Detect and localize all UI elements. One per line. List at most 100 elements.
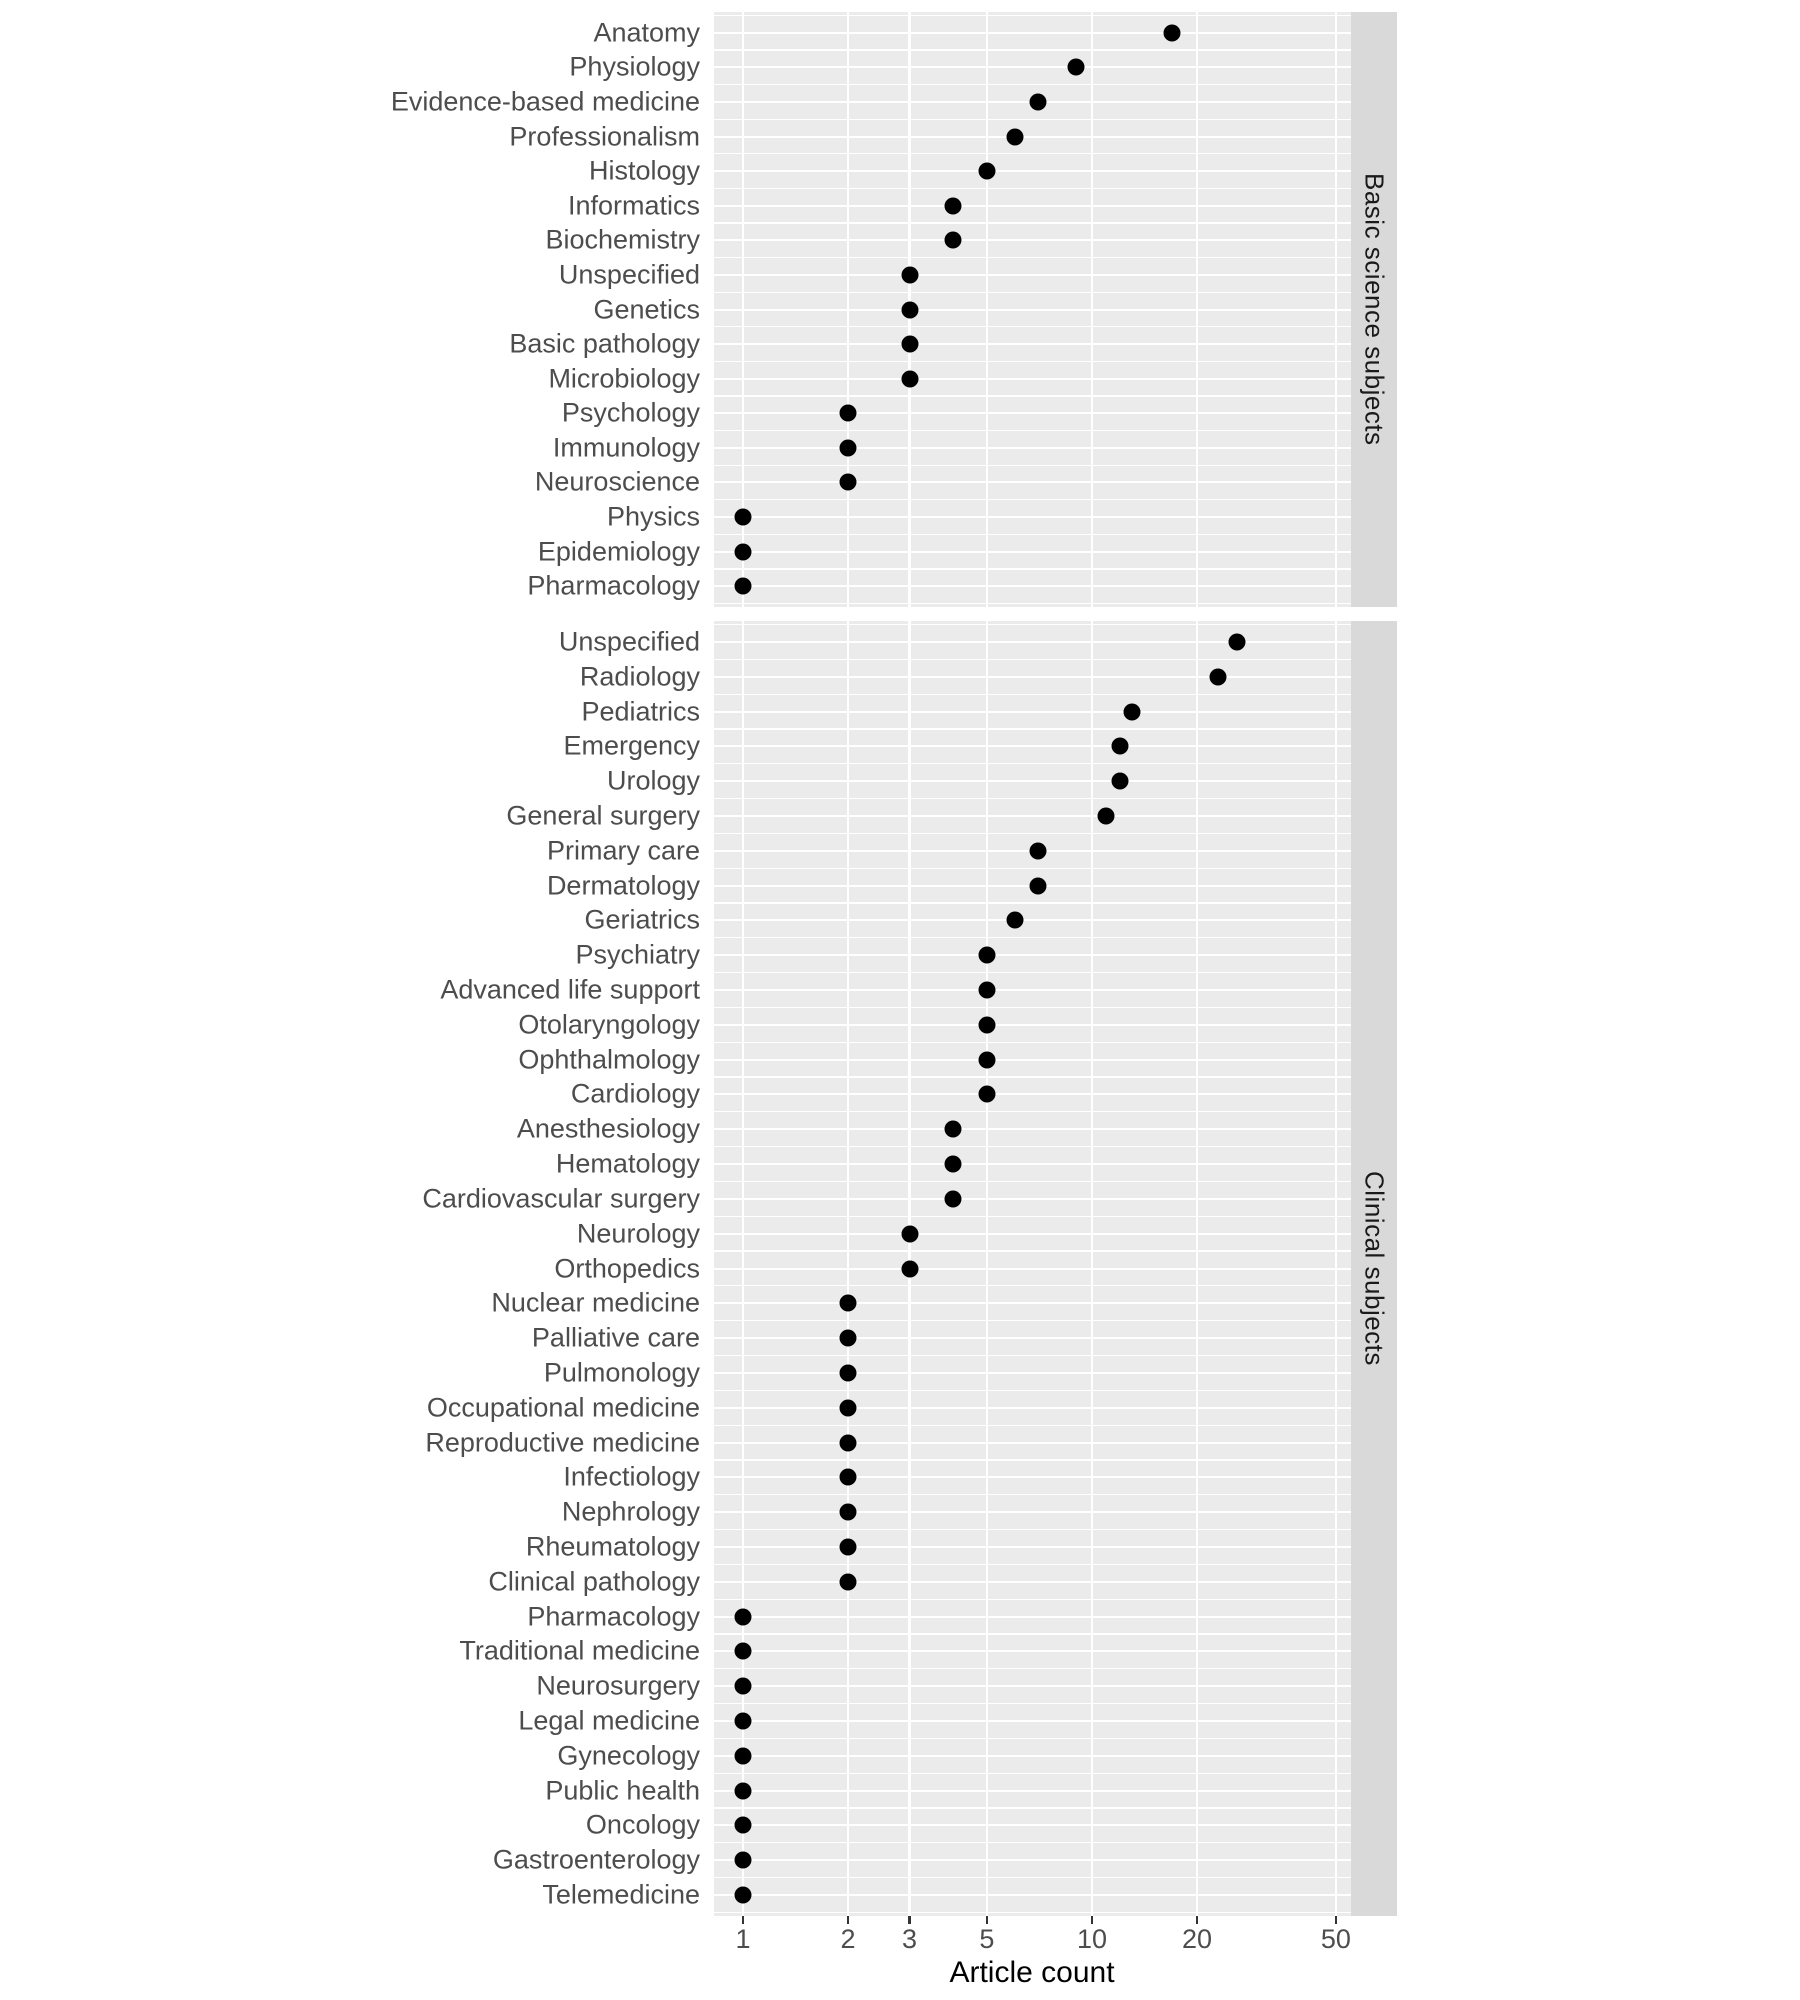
horizontal-gridline bbox=[714, 1128, 1351, 1131]
category-label: Informatics bbox=[567, 190, 700, 221]
category-label: Ophthalmology bbox=[518, 1044, 700, 1075]
data-point bbox=[1006, 911, 1024, 929]
horizontal-minor-gridline bbox=[714, 602, 1351, 605]
horizontal-gridline bbox=[714, 1267, 1351, 1270]
data-point bbox=[978, 981, 996, 999]
horizontal-minor-gridline bbox=[714, 1041, 1351, 1043]
category-label: Neurosurgery bbox=[536, 1670, 700, 1701]
data-point bbox=[839, 1434, 857, 1452]
horizontal-gridline bbox=[714, 1580, 1351, 1583]
horizontal-gridline bbox=[714, 446, 1351, 449]
category-label: Clinical pathology bbox=[488, 1566, 700, 1597]
data-point bbox=[944, 197, 962, 215]
data-point bbox=[839, 1468, 857, 1486]
x-axis-tick-label: 2 bbox=[840, 1924, 856, 1954]
horizontal-gridline bbox=[714, 1302, 1351, 1305]
category-label: Pharmacology bbox=[527, 1601, 700, 1632]
data-point bbox=[1163, 24, 1181, 42]
facet-strip-label: Basic science subjects bbox=[1359, 173, 1390, 446]
category-label: Orthopedics bbox=[554, 1253, 700, 1283]
horizontal-gridline bbox=[714, 135, 1351, 138]
category-label: Gastroenterology bbox=[492, 1844, 700, 1875]
horizontal-minor-gridline bbox=[714, 1528, 1351, 1531]
category-label: Psychiatry bbox=[575, 939, 700, 970]
horizontal-minor-gridline bbox=[714, 1424, 1351, 1426]
category-label: Geriatrics bbox=[584, 904, 700, 935]
x-axis-tick-label: 1 bbox=[735, 1924, 751, 1954]
horizontal-minor-gridline bbox=[714, 1111, 1351, 1113]
horizontal-minor-gridline bbox=[714, 395, 1351, 397]
category-label: Infectiology bbox=[563, 1461, 700, 1492]
horizontal-minor-gridline bbox=[714, 1807, 1351, 1809]
category-label: Epidemiology bbox=[537, 536, 700, 567]
horizontal-gridline bbox=[714, 308, 1351, 311]
horizontal-minor-gridline bbox=[714, 360, 1351, 362]
horizontal-minor-gridline bbox=[714, 1563, 1351, 1565]
horizontal-gridline bbox=[714, 170, 1351, 173]
horizontal-minor-gridline bbox=[714, 867, 1351, 869]
data-point bbox=[734, 1851, 752, 1869]
category-label: Anesthesiology bbox=[516, 1113, 700, 1144]
category-label: Immunology bbox=[552, 432, 700, 463]
horizontal-minor-gridline bbox=[714, 568, 1351, 570]
horizontal-gridline bbox=[714, 1859, 1351, 1862]
data-point bbox=[734, 1886, 752, 1904]
horizontal-minor-gridline bbox=[714, 291, 1351, 293]
x-axis-tick-label: 10 bbox=[1076, 1924, 1108, 1954]
data-point bbox=[901, 266, 918, 284]
horizontal-gridline bbox=[714, 273, 1351, 276]
category-label: Palliative care bbox=[531, 1322, 700, 1353]
category-label: Radiology bbox=[579, 661, 700, 692]
data-point bbox=[734, 1608, 752, 1626]
category-label: Pulmonology bbox=[543, 1357, 700, 1388]
category-label: Dermatology bbox=[546, 870, 700, 901]
horizontal-gridline bbox=[714, 1824, 1351, 1827]
data-point bbox=[839, 1294, 857, 1312]
data-point bbox=[978, 162, 996, 180]
horizontal-minor-gridline bbox=[714, 1250, 1351, 1252]
data-point bbox=[1209, 668, 1227, 686]
data-point bbox=[1228, 633, 1246, 651]
category-label: Nuclear medicine bbox=[491, 1287, 700, 1318]
horizontal-gridline bbox=[714, 1650, 1351, 1653]
x-axis-tick-mark bbox=[1090, 1916, 1094, 1924]
horizontal-minor-gridline bbox=[714, 797, 1351, 800]
x-axis-tick-mark bbox=[985, 1916, 989, 1924]
horizontal-gridline bbox=[714, 31, 1351, 34]
x-axis-title: Article count bbox=[949, 1956, 1115, 1989]
horizontal-gridline bbox=[714, 239, 1351, 242]
horizontal-minor-gridline bbox=[714, 658, 1351, 660]
category-label: Genetics bbox=[593, 294, 700, 324]
category-label: Otolaryngology bbox=[518, 1009, 700, 1040]
horizontal-minor-gridline bbox=[714, 1842, 1351, 1844]
category-label: Nephrology bbox=[561, 1496, 700, 1527]
data-point bbox=[734, 1816, 752, 1834]
category-label: Legal medicine bbox=[518, 1705, 700, 1736]
horizontal-gridline bbox=[714, 585, 1351, 588]
horizontal-gridline bbox=[714, 1023, 1351, 1026]
horizontal-gridline bbox=[714, 1406, 1351, 1409]
category-label: Primary care bbox=[546, 835, 700, 866]
horizontal-gridline bbox=[714, 377, 1351, 380]
horizontal-minor-gridline bbox=[714, 499, 1351, 501]
category-label: Psychology bbox=[561, 397, 700, 428]
horizontal-gridline bbox=[714, 204, 1351, 207]
category-label: Urology bbox=[606, 765, 700, 796]
horizontal-gridline bbox=[714, 412, 1351, 415]
category-label: Cardiovascular surgery bbox=[422, 1183, 700, 1214]
x-axis-tick-label: 3 bbox=[901, 1924, 918, 1954]
category-label: Cardiology bbox=[570, 1078, 700, 1109]
category-label: General surgery bbox=[506, 800, 700, 831]
data-point bbox=[1097, 807, 1115, 825]
horizontal-gridline bbox=[714, 550, 1351, 553]
horizontal-gridline bbox=[714, 1476, 1351, 1479]
data-point bbox=[734, 508, 752, 526]
data-point bbox=[734, 1712, 752, 1730]
horizontal-minor-gridline bbox=[714, 1354, 1351, 1357]
category-label: Oncology bbox=[585, 1809, 700, 1840]
category-label: Anatomy bbox=[593, 17, 700, 48]
horizontal-gridline bbox=[714, 1163, 1351, 1166]
data-point bbox=[839, 1538, 857, 1556]
x-axis-tick-mark bbox=[846, 1916, 850, 1924]
